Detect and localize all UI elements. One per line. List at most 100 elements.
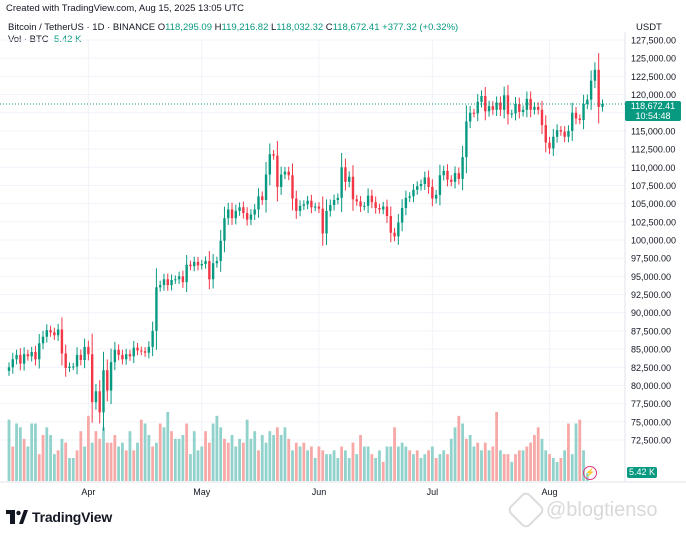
y-tick-label: 125,000.00 (631, 54, 676, 64)
volume-bar (90, 442, 94, 481)
volume-bar (173, 438, 177, 481)
candle-body (329, 205, 332, 211)
candle-body (533, 106, 536, 110)
candle-body (457, 173, 461, 179)
candle-body (355, 199, 358, 202)
candle-body (177, 276, 181, 280)
candle-body (140, 350, 143, 352)
candle-body (15, 354, 18, 360)
candle-body (416, 186, 419, 190)
candle-body (321, 208, 324, 234)
volume-bar (412, 454, 415, 481)
volume-bar (306, 450, 310, 481)
volume-bar (253, 431, 257, 481)
volume-bar (215, 415, 219, 481)
volume-bar (400, 442, 404, 481)
candle-body (166, 279, 169, 286)
volume-bar (555, 461, 559, 481)
candle-body (41, 336, 45, 344)
volume-bar (434, 458, 438, 481)
candle-body (461, 157, 464, 179)
volume-bar (11, 446, 15, 481)
y-tick-label: 90,000.00 (631, 308, 671, 318)
volume-tag: 5.42 K (627, 467, 657, 478)
volume-bar (75, 450, 79, 481)
volume-bar (328, 454, 332, 481)
candle-body (336, 197, 340, 200)
symbol-label[interactable]: Bitcoin / TetherUS · 1D · BINANCE (8, 22, 156, 33)
candle-body (427, 177, 430, 187)
y-tick-label: 80,000.00 (631, 381, 671, 391)
candle-body (385, 206, 389, 216)
candle-body (268, 154, 272, 175)
volume-bar (41, 435, 45, 481)
tradingview-brand[interactable]: TradingView (6, 508, 112, 526)
volume-bar (453, 427, 457, 481)
candle-body (325, 210, 328, 234)
candle-body (227, 209, 230, 219)
candle-body (559, 130, 563, 132)
x-tick-label: Aug (542, 487, 558, 497)
candle-body (552, 136, 555, 149)
candle-body (128, 354, 132, 357)
candle-body (223, 218, 226, 241)
candle-body (412, 189, 415, 197)
candle-body (393, 232, 396, 237)
volume-bar (578, 419, 582, 481)
volume-bar (200, 446, 204, 481)
candle-body (446, 170, 449, 180)
volume-bar (294, 442, 298, 481)
x-tick-label: Jul (427, 487, 439, 497)
volume-bar (185, 423, 189, 481)
candle-body (317, 206, 321, 209)
volume-bar (272, 435, 275, 481)
y-tick-label: 87,500.00 (631, 326, 671, 336)
candle-body (147, 346, 151, 353)
candle-body (98, 391, 101, 413)
volume-bar (510, 461, 514, 481)
candle-body (510, 113, 513, 115)
volume-bar (351, 442, 355, 481)
volume-bar (570, 454, 574, 481)
volume-bar (529, 442, 533, 481)
volume-bar (355, 454, 359, 481)
candle-body (261, 196, 264, 200)
volume-bar (94, 431, 98, 481)
volume-bar (457, 415, 461, 481)
volume-bar (147, 435, 151, 481)
candle-body (11, 359, 14, 368)
candle-body (26, 354, 30, 357)
volume-bar (540, 438, 544, 481)
volume-bar (310, 446, 313, 481)
candle-body (72, 366, 75, 368)
candle-body (434, 194, 438, 199)
candle-body (106, 370, 109, 391)
volume-bar (37, 454, 41, 481)
candle-body (109, 362, 113, 391)
volume-bar (162, 427, 166, 481)
y-tick-label: 105,000.00 (631, 199, 676, 209)
volume-bar (279, 435, 283, 481)
candle-body (283, 171, 287, 175)
candle-body (136, 347, 139, 351)
close-value: 118,672.41 (332, 22, 380, 33)
volume-bar (105, 442, 109, 481)
volume-bar (483, 442, 487, 481)
candle-body (348, 176, 351, 182)
last-price-value: 118,672.41 (630, 101, 676, 111)
candle-body (19, 354, 22, 364)
candle-body (480, 96, 483, 102)
volume-bar (378, 450, 381, 481)
volume-bar (514, 454, 517, 481)
candle-body (450, 179, 453, 182)
candle-body (7, 367, 11, 371)
volume-bar (245, 419, 249, 481)
blogtienso-logo-icon (506, 490, 546, 530)
volume-bar (472, 446, 476, 481)
lightning-icon[interactable]: ⚡ (583, 466, 597, 480)
currency-label: USDT (636, 22, 662, 33)
volume-bar (83, 446, 86, 481)
candle-body (499, 102, 502, 110)
volume-bar (68, 458, 71, 481)
